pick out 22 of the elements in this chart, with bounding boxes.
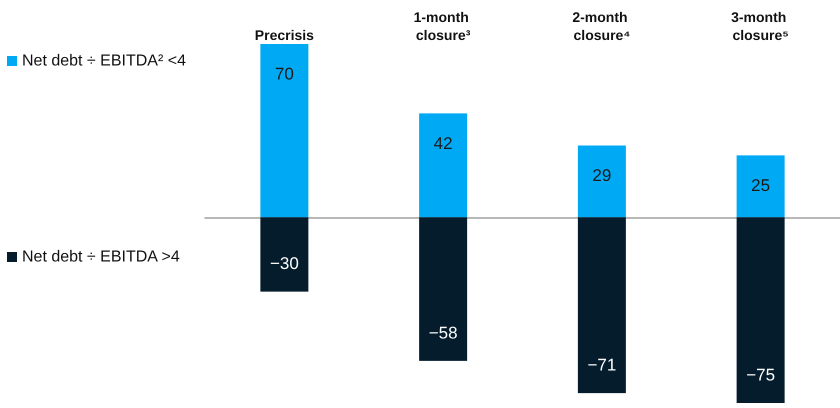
bar <box>736 155 785 218</box>
bar <box>260 44 308 218</box>
data-label: −75 <box>746 366 776 384</box>
bar <box>260 217 308 292</box>
data-label: −30 <box>270 254 299 274</box>
x-tick-label: 2-month closure⁴ <box>572 9 632 43</box>
bar <box>578 146 626 218</box>
x-tick-label: 1-month closure³ <box>414 9 473 43</box>
data-label: 42 <box>434 134 453 153</box>
bar <box>419 217 468 361</box>
legend-label: Net debt ÷ EBITDA² <4 <box>22 52 186 70</box>
legend-label: Net debt ÷ EBITDA >4 <box>22 248 180 266</box>
bar <box>578 217 626 394</box>
data-label: 29 <box>592 166 612 186</box>
x-tick-label: 3-month closure⁵ <box>731 9 790 43</box>
data-label: 70 <box>274 64 294 84</box>
data-label: −71 <box>587 356 616 375</box>
data-label: −58 <box>428 323 458 342</box>
data-label: 25 <box>751 176 770 195</box>
x-tick-label: Precrisis <box>254 27 314 43</box>
bar <box>419 113 468 218</box>
bar <box>736 217 785 403</box>
